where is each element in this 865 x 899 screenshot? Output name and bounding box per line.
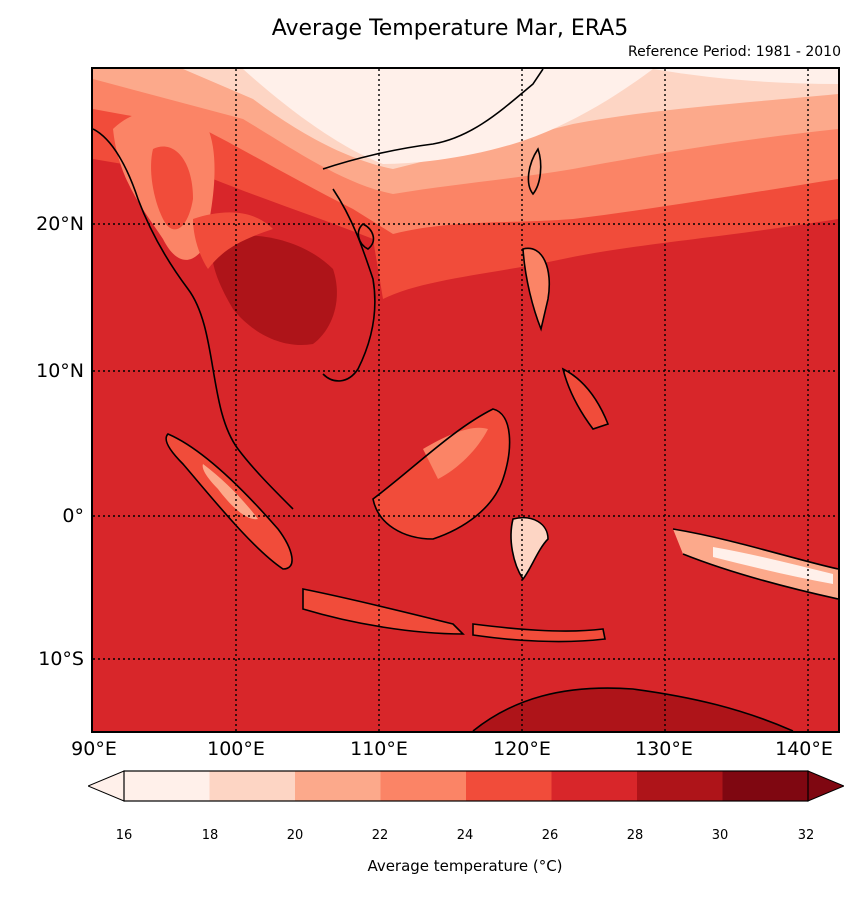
colorbar-tick: 20 [286,828,304,843]
sulawesi [511,517,548,579]
java [303,589,463,634]
colorbar-tick: 26 [541,828,559,843]
colorbar-cell [466,771,552,801]
coastlines [93,69,838,731]
australia-hot [473,688,793,731]
colorbar-tick: 24 [456,828,474,843]
lat-label-10n: 10°N [36,360,84,382]
colorbar-cell [380,771,467,801]
lon-label-140e: 140°E [775,738,833,760]
lon-label-130e: 130°E [635,738,693,760]
colorbar-extend-low [88,770,125,802]
indochina-north [193,212,273,269]
colorbar-frame [123,770,809,802]
colorbar-cell [722,771,809,801]
colorbar-cell [637,771,723,801]
lon-label-90e: 90°E [71,738,117,760]
colorbar-tick: 18 [201,828,219,843]
colorbar-tick: 30 [711,828,729,843]
colorbar [88,770,844,802]
gridlines [93,69,838,731]
colorbar-cell [295,771,381,801]
colorbar-cells [124,771,809,801]
colorbar-tick: 22 [371,828,389,843]
colorbar-cell [124,771,210,801]
temperature-map [91,67,840,733]
band-16-18 [243,69,653,164]
mindanao [563,369,608,429]
colorbar-extend-high [807,770,844,802]
colorbar-label: Average temperature (°C) [367,857,563,875]
lon-label-120e: 120°E [493,738,551,760]
colorbar-cell [209,771,296,801]
indochina-hot [211,235,337,345]
lat-label-10s: 10°S [38,648,84,670]
lat-label-20n: 20°N [36,213,84,235]
map-canvas [93,69,838,731]
luzon [523,248,550,329]
borneo-highland [423,427,488,479]
map-title: Average Temperature Mar, ERA5 [271,16,629,41]
highland-myanmar-warm [151,146,193,230]
colorbar-tick: 28 [626,828,644,843]
lon-label-100e: 100°E [207,738,265,760]
lon-label-110e: 110°E [350,738,408,760]
lat-label-0: 0° [62,505,84,527]
reference-period: Reference Period: 1981 - 2010 [628,44,841,60]
sumatra-highland [202,464,258,520]
new-guinea-cold [713,547,833,584]
band-16-18-east [653,69,838,84]
colorbar-cell [551,771,638,801]
colorbar-tick: 16 [115,828,133,843]
colorbar-tick: 32 [797,828,815,843]
